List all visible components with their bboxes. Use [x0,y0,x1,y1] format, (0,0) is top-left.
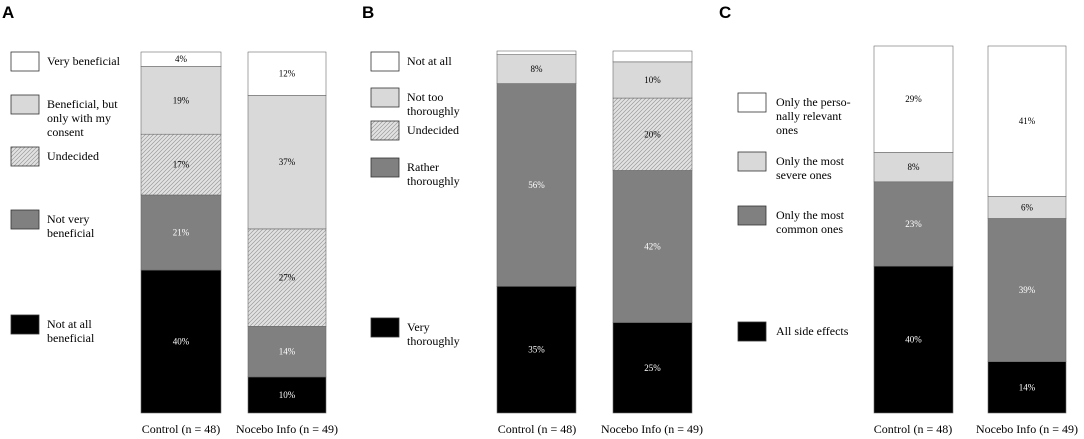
panel-a-legend-label-4: Not at all beneficial [47,317,95,345]
panel-c: C Only the perso-nally relevant onesOnly … [719,3,1078,436]
panel-a-bar-1-segment-0 [247,376,327,414]
panel-c-legend-label-0: Only the perso-nally relevant ones [776,95,851,137]
panel-b-legend-swatch-4 [370,317,400,338]
panel-b-legend-label-4: Very thoroughly [407,320,460,348]
panel-a-bar-1-segment-1 [247,326,327,378]
panel-b-bar-0-segment-3 [496,54,577,84]
panel-c-bar-0-segment-0-label: 40% [905,335,922,345]
panel-c-legend-swatch-2 [737,205,767,226]
panel-b-legend-label-3: Rather thoroughly [407,160,460,188]
panel-c-bar-1-segment-1-label: 39% [1019,285,1036,295]
panel-b-letter: B [362,3,374,22]
panel-a: A Very beneficial Beneficial, but only wit… [2,3,338,436]
panel-a-bar-0-segment-2-label: 17% [173,160,190,170]
panel-b: B Not at all Not too thoroughly Undecided Ra… [362,3,703,436]
panel-b-bars: 35% 56% 8% 25% 42% 20% 10% [496,50,693,414]
panel-a-bar-0-segment-4-label: 4% [175,54,188,64]
panel-b-bar-0-segment-0-label: 35% [528,345,545,355]
panel-b-bar-1-segment-1-label: 42% [644,241,661,251]
panel-a-legend-swatch-4 [10,314,40,335]
panel-c-legend-swatch-0 [737,92,767,113]
panel-c-bar-1-segment-3 [987,45,1067,197]
panel-c-bar-1-segment-2-label: 6% [1021,202,1034,212]
panel-b-bar-0-segment-0 [496,285,577,414]
panel-a-legend-label-0: Very beneficial [47,54,121,68]
panel-b-legend-swatch-2 [370,120,400,141]
panel-c-legend: Only the perso-nally relevant ones Only th… [737,92,851,342]
panel-b-bar-0-segment-3-label: 8% [531,64,544,74]
panel-c-bars: 40% 23% 8% 29% 14% 39% 6% 41% [873,45,1067,414]
panel-a-bar-0-segment-3 [140,66,222,135]
panel-b-bar-0-segment-4 [496,50,577,55]
panel-c-bar-1-segment-3-label: 41% [1019,116,1036,126]
panel-a-letter: A [2,3,14,22]
panel-a-bar-1-segment-2 [247,228,327,327]
panel-c-letter: C [719,3,731,22]
panel-b-bar-1-segment-3 [612,61,693,99]
panel-c-category-control: Control (n = 48) [874,422,952,436]
panel-a-bar-0-segment-0-label: 40% [173,337,190,347]
panel-a-bar-0-segment-4 [140,51,222,67]
panel-a-legend-swatch-2 [10,146,40,167]
panel-a-bar-0-segment-1-label: 21% [173,228,190,238]
panel-c-bar-0-segment-0 [873,265,954,414]
panel-a-legend-label-1: Beneficial, but only with my consent [47,97,118,139]
panel-a-legend: Very beneficial Beneficial, but only with … [10,51,121,345]
panel-a-legend-swatch-3 [10,209,40,230]
panel-b-bar-1-segment-1 [612,170,693,323]
panel-a-bar-1-segment-3 [247,95,327,230]
panel-b-legend-label-2: Undecided [407,123,459,137]
panel-c-bar-1-segment-0-label: 14% [1019,382,1036,392]
panel-a-bar-0-segment-3-label: 19% [173,95,190,105]
panel-c-bar-1-segment-0 [987,361,1067,414]
panel-c-bar-0-segment-2 [873,152,954,183]
panel-b-legend-label-0: Not at all [407,54,452,68]
panel-a-category-nocebo: Nocebo Info (n = 49) [236,422,338,436]
panel-a-category-control: Control (n = 48) [142,422,220,436]
panel-b-legend-swatch-1 [370,87,400,108]
panel-b-legend-swatch-0 [370,51,400,72]
panel-a-bars: 40% 21% 17% 19% 4% 10% 14% 27% 37% 12% [140,51,327,414]
panel-a-bar-0-segment-1 [140,194,222,271]
panel-a-legend-swatch-1 [10,94,40,115]
panel-b-bar-1-segment-0-label: 25% [644,363,661,373]
panel-c-bar-0-segment-2-label: 8% [908,162,921,172]
panel-a-bar-1-segment-0-label: 10% [279,390,296,400]
panel-a-legend-label-2: Undecided [47,149,99,163]
panel-a-bar-1-segment-3-label: 37% [279,157,296,167]
panel-b-bar-1-segment-2-label: 20% [644,129,661,139]
panel-a-legend-swatch-0 [10,51,40,72]
panel-b-bar-1-segment-3-label: 10% [644,75,661,85]
panel-c-bar-0-segment-3 [873,45,954,153]
panel-b-bar-1-segment-4 [612,50,693,63]
panel-a-bar-0-segment-0 [140,269,222,414]
panel-c-legend-label-2: Only the most common ones [776,208,845,236]
panel-c-category-nocebo: Nocebo Info (n = 49) [976,422,1078,436]
panel-a-bar-1-segment-4 [247,51,327,96]
panel-b-bar-1-segment-2 [612,97,693,171]
panel-b-category-control: Control (n = 48) [498,422,576,436]
panel-b-bar-0-segment-1 [496,83,577,287]
panel-a-bar-1-segment-1-label: 14% [279,347,296,357]
panel-c-legend-label-3: All side effects [776,324,849,338]
panel-c-legend-swatch-3 [737,321,767,342]
panel-c-bar-0-segment-3-label: 29% [905,94,922,104]
panel-b-bar-1-segment-0 [612,322,693,414]
panel-b-legend: Not at all Not too thoroughly Undecided Rath… [370,51,460,348]
panel-b-category-nocebo: Nocebo Info (n = 49) [601,422,703,436]
panel-b-legend-swatch-3 [370,157,400,178]
panel-a-bar-1-segment-4-label: 12% [279,69,296,79]
panel-b-legend-label-1: Not too thoroughly [407,90,460,118]
panel-c-bar-1-segment-1 [987,218,1067,362]
panel-b-bar-0-segment-1-label: 56% [528,180,545,190]
panel-c-legend-label-1: Only the most severe ones [776,154,845,182]
panel-a-bar-1-segment-2-label: 27% [279,273,296,283]
panel-c-legend-swatch-1 [737,151,767,172]
panel-a-legend-label-3: Not very beneficial [47,212,95,240]
panel-c-bar-0-segment-1-label: 23% [905,219,922,229]
panel-c-bar-0-segment-1 [873,181,954,267]
